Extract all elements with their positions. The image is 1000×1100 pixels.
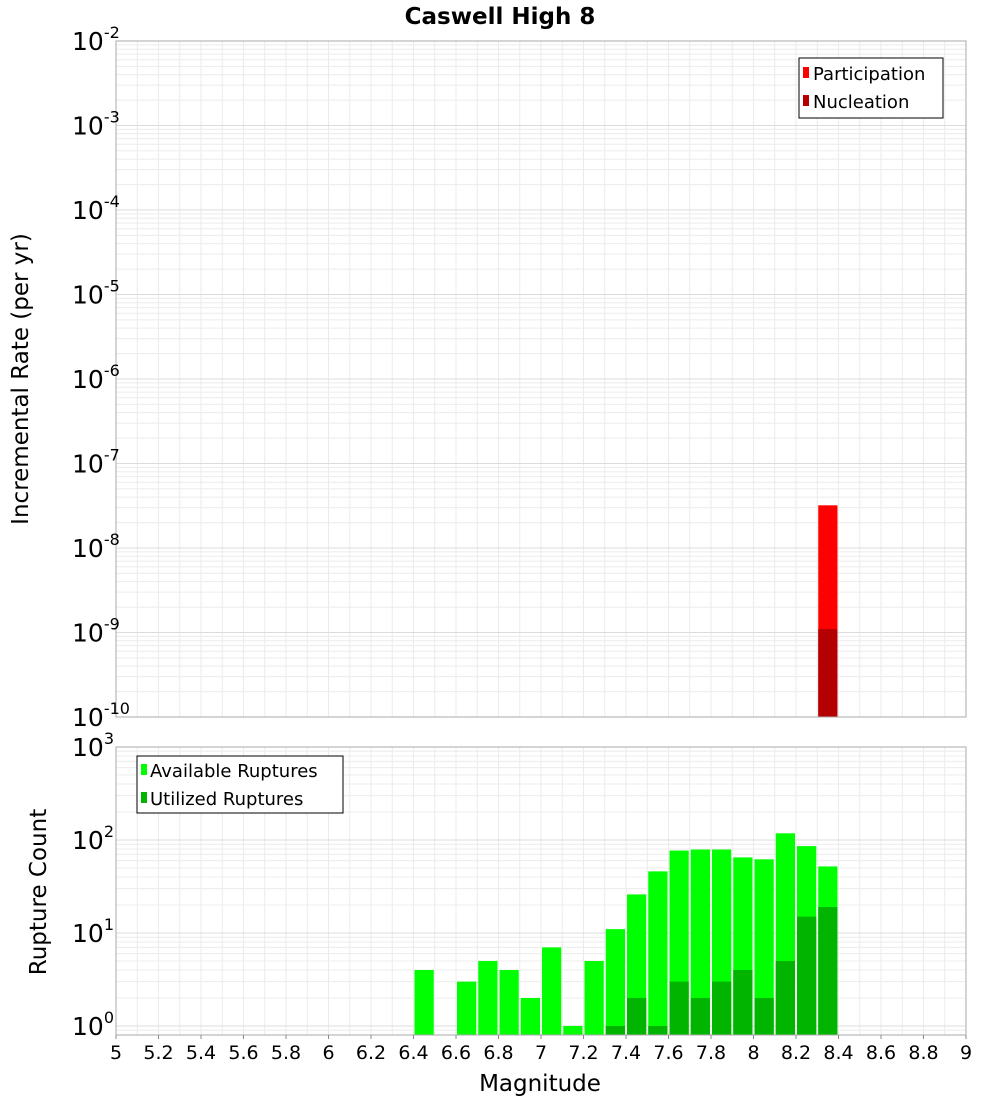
rate-y-axis-label: Incremental Rate (per yr) [8, 233, 34, 525]
bar-utilized-ruptures [605, 1025, 625, 1035]
bar-available-ruptures [690, 849, 710, 1035]
bar-utilized-ruptures [775, 960, 795, 1035]
rate-legend: Participation Nucleation [798, 57, 944, 119]
bar-utilized-ruptures [712, 981, 732, 1035]
x-tick-label: 7.2 [568, 1042, 598, 1064]
x-tick-label: 5.8 [271, 1042, 301, 1064]
bar-available-ruptures [584, 960, 604, 1035]
legend-swatch-utilized [141, 792, 147, 803]
rate-panel: 10-10 10-9 10-8 10-7 10-6 10-5 10-4 10-3 10-2 In… [8, 23, 967, 732]
rate-bars [818, 505, 838, 717]
bar-available-ruptures [520, 997, 540, 1035]
count-panel: 100 101 102 103 5 5.2 5.4 5.6 5.8 6 6.2 6.4 6.6 6.8 7… [26, 729, 972, 1097]
bar-available-ruptures [457, 981, 477, 1035]
y-tick-label: 102 [72, 822, 114, 855]
y-tick-label: 10-3 [72, 108, 120, 141]
bar-utilized-ruptures [648, 1025, 668, 1035]
bar-available-ruptures [499, 969, 519, 1035]
legend-label-nucleation: Nucleation [813, 92, 909, 113]
y-tick-label: 10-2 [72, 23, 120, 56]
y-tick-label: 10-4 [72, 192, 120, 225]
bar-utilized-ruptures [754, 997, 774, 1035]
bar-utilized-ruptures [627, 997, 647, 1035]
legend-label-utilized: Utilized Ruptures [150, 789, 303, 810]
bar-available-ruptures [542, 947, 562, 1035]
y-tick-label: 10-8 [72, 530, 120, 563]
legend-swatch-participation [803, 67, 809, 78]
bar-utilized-ruptures [797, 916, 817, 1035]
count-bars [414, 833, 838, 1035]
legend-label-participation: Participation [813, 64, 925, 85]
bar-available-ruptures [563, 1025, 583, 1035]
x-tick-label: 6.2 [356, 1042, 386, 1064]
rate-plot-frame [115, 40, 967, 718]
x-tick-label: 6.6 [441, 1042, 471, 1064]
y-tick-label: 10-7 [72, 446, 120, 479]
bar-available-ruptures [478, 960, 498, 1035]
x-tick-label: 5.2 [143, 1042, 173, 1064]
rate-y-ticks: 10-10 10-9 10-8 10-7 10-6 10-5 10-4 10-3 10-2 [72, 23, 130, 732]
y-tick-label: 100 [72, 1008, 114, 1041]
x-tick-label: 5.4 [186, 1042, 216, 1064]
x-tick-label: 7.6 [653, 1042, 683, 1064]
bar-available-ruptures [605, 929, 625, 1035]
count-y-ticks: 100 101 102 103 [72, 729, 114, 1041]
y-tick-label: 10-10 [72, 699, 130, 732]
x-tick-label: 8.4 [823, 1042, 853, 1064]
x-tick-label: 7 [535, 1042, 547, 1064]
legend-label-available: Available Ruptures [150, 761, 318, 782]
count-legend: Available Ruptures Utilized Ruptures [136, 755, 344, 814]
x-tick-label: 6.8 [483, 1042, 513, 1064]
x-tick-label: 5.6 [228, 1042, 258, 1064]
count-x-ticks: 5 5.2 5.4 5.6 5.8 6 6.2 6.4 6.6 6.8 7 7.2 7.4 7.6 7.8 8… [110, 1035, 972, 1064]
count-y-axis-label: Rupture Count [26, 809, 52, 975]
x-tick-label: 6 [322, 1042, 334, 1064]
y-tick-label: 10-5 [72, 277, 120, 310]
rate-grid [115, 41, 967, 718]
x-axis-label: Magnitude [479, 1071, 601, 1097]
y-tick-label: 10-6 [72, 361, 120, 394]
bar-utilized-ruptures [818, 907, 838, 1035]
x-tick-label: 8.2 [781, 1042, 811, 1064]
bar-available-ruptures [754, 859, 774, 1035]
bar-utilized-ruptures [669, 981, 689, 1035]
x-tick-label: 8.8 [908, 1042, 938, 1064]
bar-utilized-ruptures [690, 997, 710, 1035]
x-tick-label: 5 [110, 1042, 122, 1064]
x-tick-label: 9 [960, 1042, 972, 1064]
legend-swatch-available [141, 764, 147, 775]
x-tick-label: 7.8 [696, 1042, 726, 1064]
bar-nucleation [818, 629, 838, 717]
y-tick-label: 101 [72, 915, 114, 948]
bar-utilized-ruptures [733, 969, 753, 1035]
legend-swatch-nucleation [803, 95, 809, 106]
bar-available-ruptures [648, 871, 668, 1035]
y-tick-label: 103 [72, 729, 114, 762]
chart-title: Caswell High 8 [405, 4, 596, 30]
bar-available-ruptures [414, 969, 434, 1035]
x-tick-label: 7.4 [611, 1042, 641, 1064]
y-tick-label: 10-9 [72, 615, 120, 648]
x-tick-label: 6.4 [398, 1042, 428, 1064]
x-tick-label: 8.6 [866, 1042, 896, 1064]
x-tick-label: 8 [747, 1042, 759, 1064]
